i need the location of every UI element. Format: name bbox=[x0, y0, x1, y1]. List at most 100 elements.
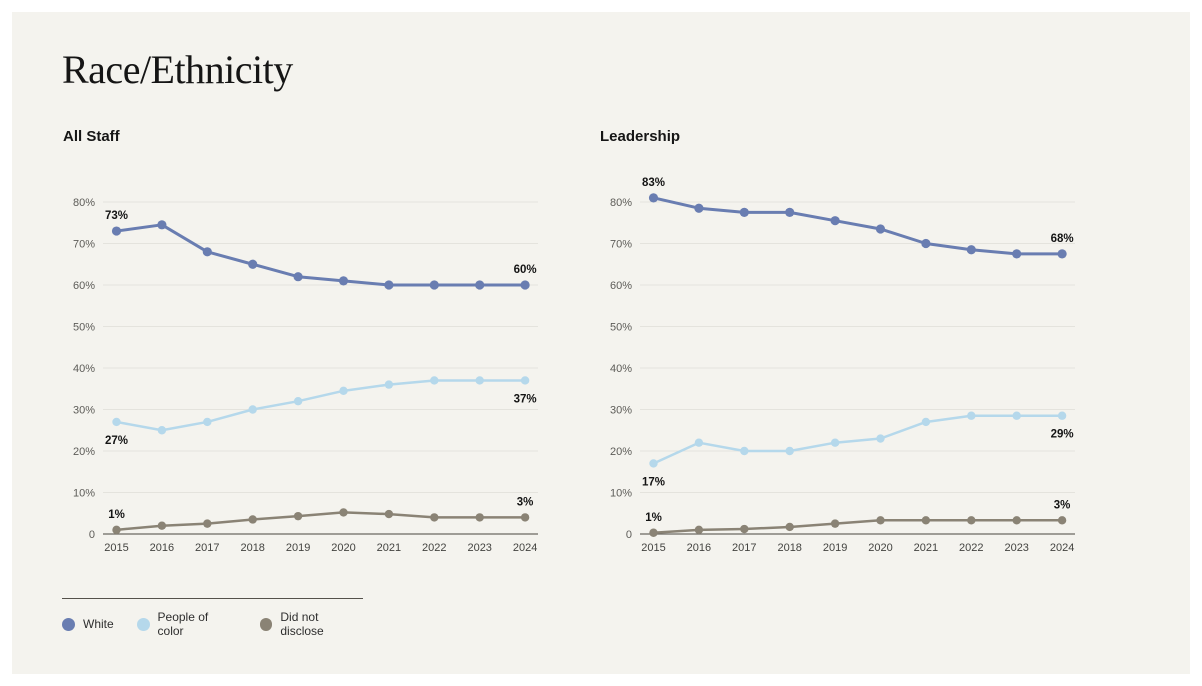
x-tick-label: 2021 bbox=[377, 542, 401, 554]
y-tick-label: 20% bbox=[610, 446, 632, 458]
people-of-color-data-point bbox=[876, 434, 885, 443]
y-tick-label: 30% bbox=[610, 405, 632, 417]
did-not-disclose-data-point bbox=[649, 528, 658, 537]
y-tick-label: 50% bbox=[73, 322, 95, 334]
did-not-disclose-data-point bbox=[785, 522, 794, 532]
legend-rule bbox=[62, 598, 363, 599]
people-of-color-data-point bbox=[649, 459, 658, 468]
white-callout-label: 68% bbox=[1051, 233, 1074, 245]
y-tick-label: 10% bbox=[610, 488, 632, 500]
x-tick-label: 2021 bbox=[914, 542, 938, 554]
legend: White People of color Did not disclose bbox=[62, 598, 364, 638]
white-callout-label: 73% bbox=[105, 210, 128, 222]
people-of-color-data-point bbox=[740, 446, 749, 456]
did-not-disclose-callout-label: 1% bbox=[108, 509, 125, 521]
did-not-disclose-data-point bbox=[112, 525, 121, 535]
white-data-point bbox=[875, 224, 886, 234]
people-of-color-data-point bbox=[203, 417, 212, 427]
y-tick-label: 70% bbox=[73, 239, 95, 251]
people-of-color-data-point bbox=[384, 380, 394, 389]
did-not-disclose-data-point bbox=[921, 516, 931, 525]
white-data-point bbox=[157, 220, 167, 230]
y-tick-label: 0 bbox=[626, 529, 632, 541]
x-tick-label: 2016 bbox=[150, 542, 174, 554]
did-not-disclose-data-point bbox=[1012, 516, 1021, 525]
white-data-point bbox=[202, 247, 212, 257]
chart-title-all-staff: All Staff bbox=[63, 128, 120, 145]
y-tick-label: 50% bbox=[610, 322, 632, 334]
white-data-point bbox=[1012, 249, 1022, 259]
people-of-color-data-point bbox=[157, 426, 167, 435]
white-data-point bbox=[384, 280, 394, 290]
people-of-color-line bbox=[652, 414, 1064, 465]
white-data-point bbox=[293, 272, 303, 282]
white-callout-label: 83% bbox=[642, 177, 665, 189]
did-not-disclose-data-point bbox=[203, 519, 212, 528]
y-tick-label: 70% bbox=[610, 239, 632, 251]
people-of-color-data-point bbox=[785, 446, 794, 456]
did-not-disclose-callout-label: 3% bbox=[517, 496, 534, 508]
chart-title-leadership: Leadership bbox=[600, 128, 681, 145]
legend-label: People of color bbox=[157, 610, 209, 638]
y-tick-label: 80% bbox=[73, 197, 95, 209]
people-of-color-data-point bbox=[520, 376, 530, 385]
white-data-point bbox=[520, 280, 530, 290]
legend-item-people-of-color: People of color bbox=[136, 610, 237, 638]
white-line bbox=[652, 196, 1064, 256]
people-of-color-line bbox=[115, 379, 527, 432]
white-data-point bbox=[694, 203, 704, 213]
did-not-disclose-data-point bbox=[520, 513, 530, 522]
did-not-disclose-line bbox=[652, 519, 1064, 535]
people-of-color-callout-label: 27% bbox=[105, 435, 128, 447]
did-not-disclose-data-point bbox=[248, 515, 257, 524]
did-not-disclose-callout-label: 1% bbox=[645, 512, 662, 524]
legend-item-did-not-disclose: Did not disclose bbox=[259, 610, 364, 638]
report-card bbox=[12, 12, 1190, 674]
white-data-point bbox=[739, 207, 749, 217]
white-callout-label: 60% bbox=[514, 264, 537, 276]
legend-label: White bbox=[83, 617, 114, 631]
did-not-disclose-data-point bbox=[339, 508, 348, 517]
x-tick-label: 2024 bbox=[513, 542, 537, 554]
did-not-disclose-data-point bbox=[384, 509, 394, 519]
white-data-point bbox=[830, 216, 840, 226]
did-not-disclose-data-point bbox=[157, 521, 167, 530]
did-not-disclose-data-point bbox=[740, 524, 749, 534]
did-not-disclose-data-point bbox=[475, 513, 484, 522]
leadership-line-chart: 80% 70% 60% 50% 40% 30% 20% 10% 0 2015 2016 2017 201… bbox=[610, 177, 1075, 554]
y-tick-label: 40% bbox=[610, 363, 632, 375]
all-staff-line-chart: 80% 70% 60% 50% 40% 30% 20% 10% 0 2015 2016 2017 201… bbox=[73, 197, 538, 554]
y-tick-label: 60% bbox=[73, 280, 95, 292]
y-tick-label: 30% bbox=[73, 405, 95, 417]
x-tick-label: 2022 bbox=[422, 542, 446, 554]
did-not-disclose-data-point bbox=[1057, 516, 1067, 525]
white-data-point bbox=[648, 193, 659, 203]
white-line bbox=[115, 223, 527, 287]
people-of-color-callout-label: 29% bbox=[1051, 429, 1074, 441]
x-tick-label: 2020 bbox=[331, 542, 355, 554]
people-of-color-callout-label: 17% bbox=[642, 476, 665, 488]
x-tick-label: 2017 bbox=[195, 542, 219, 554]
people-of-color-data-point bbox=[112, 417, 121, 427]
people-of-color-data-point bbox=[1057, 411, 1067, 420]
white-data-point bbox=[248, 259, 258, 269]
people-of-color-data-point bbox=[339, 386, 348, 396]
legend-item-white: White bbox=[62, 617, 114, 631]
did-not-disclose-callout-label: 3% bbox=[1054, 499, 1071, 511]
x-tick-label: 2016 bbox=[687, 542, 711, 554]
y-tick-label: 20% bbox=[73, 446, 95, 458]
x-tick-label: 2019 bbox=[823, 542, 847, 554]
white-data-point bbox=[111, 226, 122, 236]
did-not-disclose-data-point bbox=[967, 516, 976, 525]
did-not-disclose-data-point bbox=[876, 516, 885, 525]
legend-items: White People of color Did not disclose bbox=[62, 610, 364, 638]
people-of-color-data-point bbox=[475, 376, 484, 385]
y-tick-label: 40% bbox=[73, 363, 95, 375]
legend-label: Did not disclose bbox=[280, 610, 324, 638]
x-tick-label: 2017 bbox=[732, 542, 756, 554]
x-tick-label: 2018 bbox=[777, 542, 801, 554]
people-of-color-data-point bbox=[921, 417, 931, 427]
x-tick-label: 2015 bbox=[104, 542, 128, 554]
white-data-point bbox=[785, 207, 795, 217]
did-not-disclose-data-point bbox=[694, 525, 704, 535]
